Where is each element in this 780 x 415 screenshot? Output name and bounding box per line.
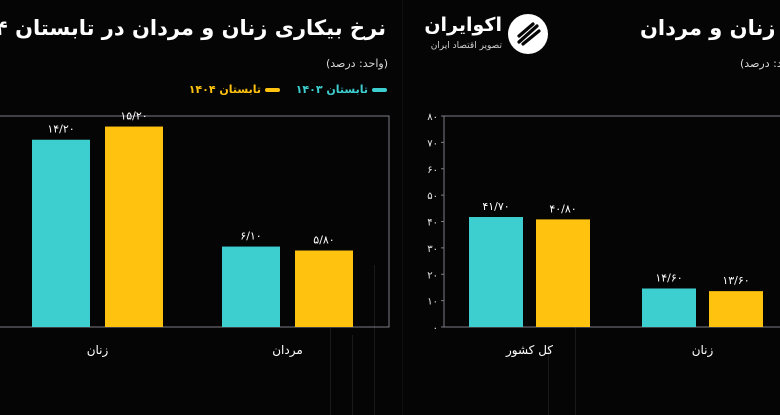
bar (536, 219, 590, 327)
data-label: ۴۱/۷۰ (482, 200, 509, 213)
logo-tagline: تصویر اقتصاد ایران (430, 41, 502, 51)
data-label: ۱۵/۲۰ (120, 110, 147, 123)
background-streak (352, 335, 353, 415)
axis-frame (444, 115, 780, 328)
bar (32, 139, 90, 327)
legend-label-1403: تابستان ۱۴۰۳ (295, 83, 368, 96)
legend-swatch-1404 (265, 87, 280, 92)
right-unit-label: (واحد: درصد) (740, 57, 780, 70)
ecoiran-logo: اکوایران تصویر اقتصاد ایران (418, 12, 548, 57)
left-chart-title: نرخ بیکاری زنان و مردان در تابستان ۱۴۰۴ (0, 16, 386, 40)
y-tick-label: ۶۰ (427, 165, 438, 176)
legend-item-1403: تابستان ۱۴۰۳ (296, 83, 387, 96)
data-label: ۱۴/۶۰ (655, 271, 682, 284)
background-streak (548, 345, 549, 415)
bar (222, 246, 280, 327)
y-tick-label: ۸۰ (427, 112, 438, 123)
legend-swatch-1403 (372, 87, 387, 92)
background-streak (374, 265, 375, 415)
category-label: زنان (692, 343, 714, 358)
right-chart-title: نرخ مشارکت اقتصادی زنان و مردان (640, 16, 780, 40)
legend-label-1404: تابستان ۱۴۰۴ (188, 83, 261, 96)
data-label: ۵/۸۰ (313, 234, 334, 247)
background-streak (402, 0, 403, 415)
data-label: ۴۰/۸۰ (549, 202, 576, 215)
background-streak (330, 295, 331, 415)
data-label: ۱۳/۶۰ (722, 274, 749, 287)
y-tick-label: ۴۰ (427, 218, 438, 229)
y-tick-label: ۵۰ (427, 191, 438, 202)
y-tick-label: ۱۰ (427, 297, 438, 308)
logo-name: اکوایران (424, 14, 502, 36)
y-tick-label: ۲۰ (427, 270, 438, 281)
bar (709, 291, 763, 327)
bar (469, 217, 523, 327)
bar (295, 250, 353, 327)
bar (105, 126, 163, 327)
data-label: ۱۴/۲۰ (47, 123, 74, 136)
category-label: زنان (87, 343, 109, 358)
category-label: مردان (272, 343, 303, 358)
legend-item-1404: تابستان ۱۴۰۴ (189, 83, 280, 96)
y-tick-label: ۰ (433, 323, 438, 334)
category-label: کل کشور (505, 343, 553, 358)
data-label: ۶/۱۰ (240, 230, 261, 243)
bar (642, 288, 696, 327)
y-tick-label: ۳۰ (427, 244, 438, 255)
y-tick-label: ۷۰ (427, 138, 438, 149)
axis-frame (0, 115, 390, 328)
logo-mark-icon (508, 14, 548, 54)
left-unit-label: (واحد: درصد) (325, 57, 388, 70)
background-streak (575, 305, 576, 415)
